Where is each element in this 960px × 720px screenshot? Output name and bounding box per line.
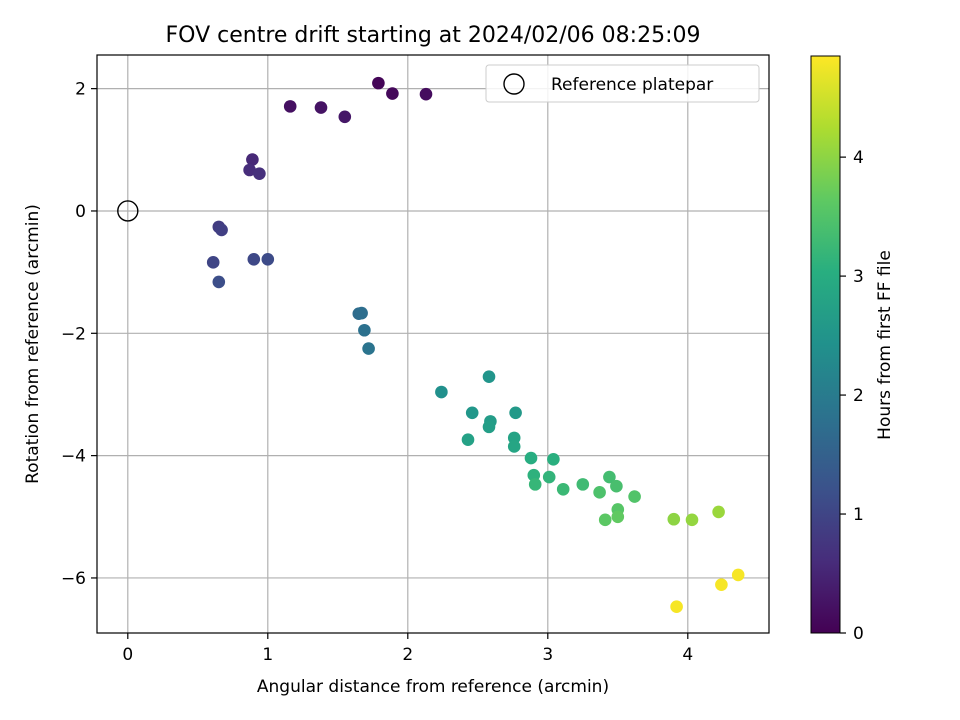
x-tick-label: 3 bbox=[542, 645, 553, 665]
data-point bbox=[685, 513, 699, 527]
data-point bbox=[670, 600, 683, 613]
data-point bbox=[243, 163, 256, 177]
data-point bbox=[712, 505, 725, 519]
data-point bbox=[212, 275, 226, 289]
colorbar-tick-label: 2 bbox=[853, 386, 864, 406]
y-tick-label: −4 bbox=[61, 447, 86, 467]
data-point bbox=[253, 167, 266, 180]
data-point bbox=[372, 76, 385, 90]
legend-label: Reference platepar bbox=[551, 75, 713, 95]
data-point bbox=[507, 440, 521, 453]
data-point bbox=[482, 420, 496, 434]
plot-frame bbox=[96, 54, 770, 634]
x-axis-label: Angular distance from reference (arcmin) bbox=[257, 677, 609, 697]
legend-box bbox=[485, 64, 760, 103]
data-point bbox=[215, 223, 228, 237]
reference-point bbox=[117, 200, 139, 222]
data-point bbox=[482, 370, 496, 384]
y-axis-label: Rotation from reference (arcmin) bbox=[23, 204, 43, 484]
data-point bbox=[246, 153, 259, 166]
x-tick-label: 2 bbox=[402, 645, 413, 665]
data-point bbox=[628, 490, 641, 503]
data-point bbox=[362, 342, 375, 355]
colorbar-ticks: 0 1 2 3 4 bbox=[840, 148, 864, 644]
colorbar: 0 1 2 3 4 Hours from first FF file bbox=[810, 55, 895, 644]
x-tick-label: 1 bbox=[262, 645, 273, 665]
data-point bbox=[461, 433, 475, 447]
data-point bbox=[283, 100, 297, 113]
data-point bbox=[593, 486, 606, 499]
data-point bbox=[509, 406, 522, 420]
data-point bbox=[247, 252, 261, 266]
grid bbox=[97, 55, 769, 633]
data-point bbox=[435, 385, 448, 399]
legend: Reference platepar bbox=[485, 64, 760, 103]
y-axis-ticks: −6 −4 −2 0 2 bbox=[61, 80, 97, 589]
data-point bbox=[576, 478, 590, 491]
data-point bbox=[547, 452, 560, 466]
y-tick-label: 2 bbox=[75, 80, 86, 100]
y-tick-label: −6 bbox=[61, 569, 86, 589]
colorbar-label: Hours from first FF file bbox=[875, 250, 895, 440]
data-point bbox=[528, 478, 542, 491]
x-tick-label: 4 bbox=[682, 645, 693, 665]
colorbar-tick-label: 1 bbox=[853, 505, 864, 525]
data-point bbox=[338, 110, 352, 124]
data-point bbox=[465, 406, 479, 420]
data-point bbox=[603, 470, 616, 484]
y-tick-label: 0 bbox=[75, 202, 86, 222]
data-point bbox=[419, 87, 433, 101]
data-point bbox=[731, 568, 745, 582]
data-point bbox=[598, 513, 612, 527]
colorbar-gradient bbox=[810, 55, 841, 634]
data-point bbox=[667, 512, 681, 526]
x-tick-label: 0 bbox=[122, 645, 133, 665]
data-point bbox=[542, 470, 556, 484]
colorbar-tick-label: 4 bbox=[853, 148, 864, 168]
data-point bbox=[611, 510, 625, 524]
data-point bbox=[314, 101, 328, 114]
data-point bbox=[358, 323, 371, 337]
data-point bbox=[355, 306, 368, 320]
data-point bbox=[524, 451, 538, 465]
data-point bbox=[715, 578, 728, 591]
data-point bbox=[610, 479, 623, 493]
data-point bbox=[261, 252, 275, 266]
data-points bbox=[206, 76, 745, 613]
chart-title: FOV centre drift starting at 2024/02/06 … bbox=[166, 23, 701, 48]
legend-marker-icon bbox=[503, 73, 525, 95]
x-axis-ticks: 0 1 2 3 4 bbox=[122, 633, 693, 665]
y-tick-label: −2 bbox=[61, 324, 86, 344]
colorbar-tick-label: 0 bbox=[853, 624, 864, 644]
data-point bbox=[386, 87, 399, 100]
reference-marker-layer bbox=[117, 200, 139, 222]
colorbar-tick-label: 3 bbox=[853, 267, 864, 287]
data-point bbox=[206, 256, 220, 269]
data-point bbox=[556, 482, 570, 496]
